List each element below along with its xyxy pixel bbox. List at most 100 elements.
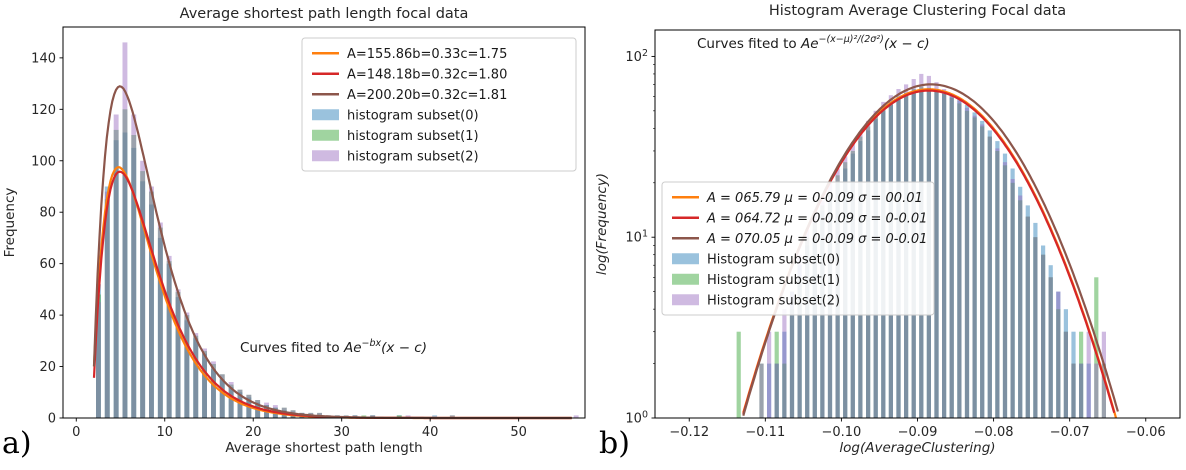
- histogram-bar: [995, 148, 1000, 418]
- histogram-bar: [949, 97, 954, 419]
- histogram-bar: [113, 140, 119, 418]
- legend-patch-sample: [312, 129, 339, 141]
- legend-box: [301, 37, 577, 172]
- histogram-bar: [759, 363, 764, 418]
- y-tick-label: 102: [625, 48, 648, 65]
- chart-average-clustering: −0.12 −0.11 −0.10 −0.09 −0.08 −0.07 −0.06 100 10…: [593, 0, 1186, 470]
- histogram-bar: [157, 227, 163, 418]
- histogram-bar: [1041, 254, 1046, 418]
- histogram-bar: [202, 348, 207, 418]
- x-tick-label: 20: [245, 425, 262, 440]
- y-tick-label: 40: [39, 309, 56, 324]
- histogram-bar: [995, 141, 1000, 418]
- histogram-bar: [113, 129, 119, 418]
- histogram-bar: [1101, 363, 1106, 418]
- x-tick-label: −0.07: [1050, 425, 1090, 440]
- histogram-bar: [175, 289, 181, 418]
- legend-label: histogram subset(0): [347, 108, 479, 123]
- histogram-bar: [1086, 331, 1091, 418]
- fit-annotation: Curves fited to Ae−(x−μ)²/(2σ²)(x − c): [697, 34, 930, 52]
- histogram-bar: [957, 100, 962, 418]
- chart-title: Average shortest path length focal data: [180, 6, 469, 22]
- legend-patch-sample: [672, 253, 699, 265]
- histogram-bar: [157, 237, 163, 418]
- x-tick-label: −0.08: [974, 425, 1014, 440]
- histogram-bar: [1048, 277, 1053, 418]
- histogram-bar: [140, 181, 146, 418]
- histogram-bar: [166, 263, 172, 418]
- legend-label: A = 065.79 μ = 0-0.09 σ = 00.01: [706, 191, 923, 206]
- histogram-bar: [1033, 222, 1038, 418]
- chart-title: Histogram Average Clustering Focal data: [769, 3, 1066, 19]
- legend-label: Histogram subset(0): [707, 252, 840, 267]
- histogram-bar: [789, 291, 795, 418]
- histogram-bar: [812, 229, 817, 418]
- histogram-bar: [1025, 216, 1030, 418]
- histogram-bar: [1010, 168, 1015, 418]
- histogram-bar: [1010, 179, 1015, 418]
- chart-svg-0: 0 10 20 30 40 50 0 20 40 60 80 100 120 140 Average sho…: [2, 6, 586, 456]
- histogram-bar: [228, 384, 234, 418]
- histogram-bar: [193, 335, 199, 418]
- histogram-bar: [140, 160, 146, 419]
- histogram-bar: [1025, 216, 1030, 418]
- histogram-bar: [767, 331, 772, 418]
- histogram-bar: [1002, 153, 1008, 418]
- histogram-bar: [1048, 277, 1053, 418]
- histogram-bar: [149, 186, 154, 418]
- histogram-bar: [1002, 162, 1008, 418]
- y-axis-label: log(Frequency): [594, 173, 610, 275]
- subfigure-label-a: a): [2, 426, 32, 461]
- histogram-bar: [219, 374, 225, 418]
- histogram-bar: [104, 199, 110, 418]
- histogram-bar: [202, 353, 207, 418]
- histogram-bar: [131, 114, 137, 418]
- histogram-bar: [949, 95, 954, 418]
- legend-label: histogram subset(1): [347, 129, 479, 144]
- histogram-bar: [1018, 200, 1023, 418]
- legend-label: histogram subset(2): [347, 149, 479, 164]
- histogram-bar: [774, 331, 779, 418]
- histogram-bar: [166, 261, 172, 418]
- histogram-bar: [972, 117, 977, 419]
- histogram-bar: [211, 364, 216, 418]
- histogram-bar: [1071, 331, 1076, 418]
- histogram-bar: [1033, 237, 1038, 418]
- histogram-bar: [104, 186, 110, 418]
- x-axis-label: Average shortest path length: [225, 440, 422, 456]
- histogram-bar: [964, 110, 970, 419]
- histogram-bar: [1018, 195, 1023, 418]
- x-tick-label: −0.10: [821, 425, 861, 440]
- histogram-bar: [122, 42, 128, 419]
- histogram-bar: [1086, 363, 1091, 418]
- x-tick-label: 40: [422, 425, 439, 440]
- chart-svg-1: −0.12 −0.11 −0.10 −0.09 −0.08 −0.07 −0.06 100 10…: [594, 3, 1181, 456]
- x-tick-label: −0.11: [745, 425, 785, 440]
- histogram-bar: [1071, 363, 1076, 418]
- histogram-bar: [949, 94, 954, 418]
- histogram-bar: [1018, 186, 1023, 418]
- legend-patch-sample: [672, 273, 699, 285]
- histogram-bar: [805, 237, 810, 418]
- histogram-bar: [131, 147, 137, 418]
- axis-ticks: 0 10 20 30 40 50 0 20 40 60 80 100 120 140: [31, 51, 527, 440]
- histogram-bar: [396, 415, 402, 418]
- histogram-bar: [405, 415, 411, 418]
- histogram-bar: [774, 363, 779, 418]
- histogram-bar: [789, 309, 795, 418]
- histogram-bar: [964, 104, 970, 419]
- histogram-bar: [1033, 237, 1038, 418]
- histogram-bar: [140, 171, 146, 418]
- histogram-bar: [1056, 309, 1061, 418]
- histogram-bar: [122, 132, 128, 418]
- subfigure-label-b: b): [599, 426, 630, 461]
- legend-box: [661, 181, 935, 316]
- histogram-bar: [980, 126, 985, 419]
- histogram-bar: [449, 415, 455, 418]
- histogram-bar: [396, 415, 402, 418]
- legend: A=155.86b=0.33c=1.75 A=148.18b=0.32c=1.80…: [301, 37, 577, 172]
- histogram-bar: [184, 312, 190, 418]
- histogram-bar: [782, 363, 787, 418]
- legend-patch-sample: [672, 294, 699, 306]
